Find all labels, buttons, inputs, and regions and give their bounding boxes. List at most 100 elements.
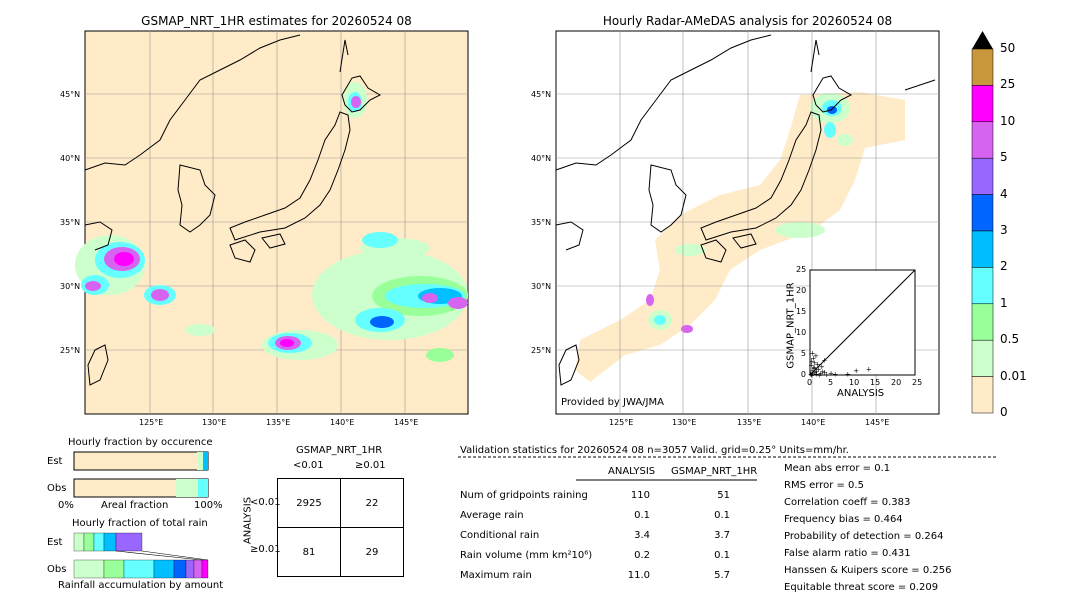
scatter-point: + — [832, 371, 838, 379]
left-lat-35: 35°N — [60, 218, 81, 227]
scatter-point: + — [815, 366, 821, 374]
contingency-table: 2925 22 81 29 — [277, 478, 404, 577]
stat-gsmap: 0.1 — [714, 510, 730, 521]
scatter-point: + — [812, 359, 818, 367]
obs-total-bar — [73, 559, 209, 579]
stat-analysis: 11.0 — [627, 570, 650, 581]
colorbar-label: 5 — [1000, 150, 1008, 165]
stat-label: Num of gridpoints raining — [460, 490, 588, 501]
scatter-point: + — [815, 361, 821, 369]
stat-analysis: 110 — [630, 490, 650, 501]
score-ets: Equitable threat score = 0.209 — [784, 582, 939, 593]
contingency-row-lt: <0.01 — [250, 497, 281, 508]
colorbar-label: 0 — [1000, 405, 1008, 419]
total-rain-est-label: Est — [47, 537, 63, 548]
scatter-xtick: 25 — [912, 378, 923, 387]
score-corr: Correlation coeff = 0.383 — [784, 497, 911, 508]
colorbar — [971, 48, 994, 414]
scatter-points: +++++++++++++++++++++ +++++ ++++ — [808, 350, 872, 380]
occurence-xlabel: Areal fraction — [101, 500, 169, 511]
scatter-point: + — [813, 352, 819, 360]
colorbar-label: 10 — [1000, 113, 1016, 128]
scatter-ytick: 10 — [796, 328, 807, 337]
scatter-point: + — [808, 371, 814, 379]
left-lon-125: 125°E — [139, 418, 164, 427]
contingency-title: GSMAP_NRT_1HR — [296, 445, 383, 456]
left-map-coastline — [84, 34, 382, 386]
left-lat-40: 40°N — [60, 154, 81, 163]
left-lon-135: 135°E — [266, 418, 291, 427]
score-far: False alarm ratio = 0.431 — [784, 548, 911, 559]
obs-occurence-heavy — [198, 479, 208, 497]
scatter-xtick: 15 — [870, 378, 881, 387]
right-lat-45: 45°N — [531, 90, 552, 99]
score-freq-bias: Frequency bias = 0.464 — [784, 514, 903, 525]
contingency-cell: 29 — [340, 527, 404, 577]
stat-analysis: 0.1 — [634, 510, 650, 521]
scatter-point: + — [810, 350, 816, 358]
right-map-coverage — [575, 92, 905, 382]
scatter-point: + — [822, 369, 828, 377]
colorbar-arrow — [972, 31, 993, 49]
right-lon-130: 130°E — [672, 418, 697, 427]
right-map-title: Hourly Radar-AMeDAS analysis for 2026052… — [602, 14, 893, 28]
score-mae: Mean abs error = 0.1 — [784, 463, 891, 474]
stat-gsmap: 5.7 — [714, 570, 730, 581]
occurence-tick-0: 0% — [58, 500, 74, 511]
contingency-cell: 22 — [340, 478, 404, 528]
colorbar-label: 1 — [1000, 295, 1008, 310]
scatter-ytick: 0 — [800, 370, 806, 379]
left-lat-25: 25°N — [60, 346, 81, 355]
scatter-point: + — [824, 371, 830, 379]
scatter-point: + — [813, 371, 819, 379]
total-rain-title: Hourly fraction of total rain — [72, 518, 208, 529]
right-lon-140: 140°E — [801, 418, 826, 427]
scatter-point: + — [819, 363, 825, 371]
scatter-point: + — [811, 364, 817, 372]
right-lat-35: 35°N — [531, 218, 552, 227]
total-rain-connectors — [115, 550, 209, 561]
colorbar-segment — [971, 157, 994, 195]
scatter-diagonal — [809, 269, 916, 376]
scatter-point: + — [820, 368, 826, 376]
contingency-row-ge: ≥0.01 — [250, 544, 281, 555]
scatter-point: + — [809, 372, 815, 380]
scatter-ytick: 20 — [796, 286, 807, 295]
scatter-point: + — [809, 357, 815, 365]
occurence-tick-100: 100% — [194, 500, 223, 511]
stat-label: Conditional rain — [460, 530, 540, 541]
colorbar-label: 50 — [1000, 41, 1016, 55]
score-rms: RMS error = 0.5 — [784, 480, 864, 491]
stat-analysis: 0.2 — [634, 550, 650, 561]
validation-header: Validation statistics for 20260524 08 n=… — [460, 445, 849, 456]
stat-label: Rain volume (mm km²10⁶) — [460, 550, 593, 561]
right-lat-30: 30°N — [531, 282, 552, 291]
scatter-xtick: 0 — [807, 378, 813, 387]
colorbar-segment — [971, 303, 994, 341]
map-credit: Provided by JWA/JMA — [561, 397, 664, 408]
stat-gsmap: 3.7 — [714, 530, 730, 541]
scatter-point: + — [808, 362, 814, 370]
stat-label: Maximum rain — [460, 570, 532, 581]
scatter-xtick: 5 — [828, 378, 834, 387]
left-map-rain — [75, 82, 468, 362]
right-lat-25: 25°N — [531, 346, 552, 355]
scatter-point: + — [810, 354, 816, 362]
left-map-title: GSMAP_NRT_1HR estimates for 20260524 08 — [141, 14, 412, 28]
scatter-point: + — [811, 364, 817, 372]
scatter-point: + — [812, 369, 818, 377]
colorbar-label: 4 — [1000, 186, 1008, 201]
colorbar-segment — [971, 376, 994, 414]
occurence-title: Hourly fraction by occurence — [68, 437, 213, 448]
scatter-point: + — [818, 370, 824, 378]
total-rain-obs-label: Obs — [47, 564, 67, 575]
scatter-xlabel: ANALYSIS — [837, 388, 885, 399]
right-lat-40: 40°N — [531, 154, 552, 163]
scatter-ytick: 25 — [796, 265, 807, 274]
scatter-point: + — [808, 370, 814, 378]
est-total-bar — [73, 532, 143, 552]
score-hk: Hanssen & Kuipers score = 0.256 — [784, 565, 952, 576]
est-occurence-rain — [197, 452, 208, 470]
contingency-col-lt: <0.01 — [293, 460, 324, 471]
colorbar-segment — [971, 48, 994, 86]
